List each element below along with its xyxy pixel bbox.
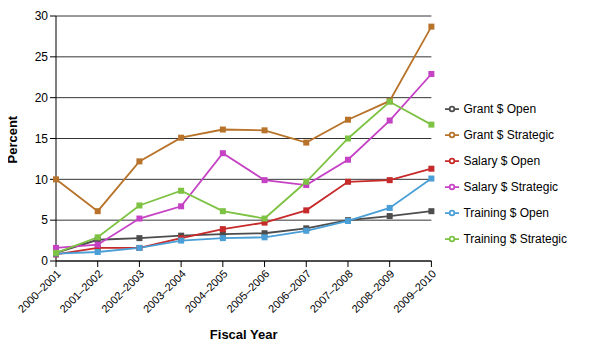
svg-text:30: 30 — [35, 9, 49, 23]
html-text:Grant $ Strategic: Grant $ Strategic — [463, 127, 555, 142]
svg-text:15: 15 — [35, 132, 49, 146]
svg-text:0: 0 — [41, 254, 48, 268]
svg-text:2006–2007: 2006–2007 — [266, 267, 313, 314]
svg-text:2004–2005: 2004–2005 — [182, 267, 229, 314]
svg-text:2003–2004: 2003–2004 — [141, 267, 188, 314]
svg-text:25: 25 — [35, 50, 49, 64]
html-text:Salary $ Open: Salary $ Open — [463, 153, 541, 168]
svg-text:2005–2006: 2005–2006 — [224, 267, 271, 314]
html-text:Training $ Open: Training $ Open — [463, 205, 549, 220]
svg-text:5: 5 — [41, 213, 48, 227]
html-text:Grant $ Open: Grant $ Open — [463, 101, 537, 116]
svg-text:2008–2009: 2008–2009 — [349, 267, 396, 314]
svg-text:2007–2008: 2007–2008 — [307, 267, 354, 314]
svg-text:20: 20 — [35, 91, 49, 105]
svg-text:Percent: Percent — [8, 115, 20, 163]
html-text:Training $ Strategic: Training $ Strategic — [463, 231, 567, 246]
svg-text:2009–2010: 2009–2010 — [391, 267, 438, 314]
svg-text:Fiscal Year: Fiscal Year — [210, 327, 278, 339]
html-text:Salary $ Strategic: Salary $ Strategic — [463, 179, 559, 194]
svg-text:2000–2001: 2000–2001 — [16, 267, 63, 314]
svg-text:2002–2003: 2002–2003 — [99, 267, 146, 314]
svg-text:2001–2002: 2001–2002 — [57, 267, 104, 314]
svg-text:10: 10 — [35, 173, 49, 187]
